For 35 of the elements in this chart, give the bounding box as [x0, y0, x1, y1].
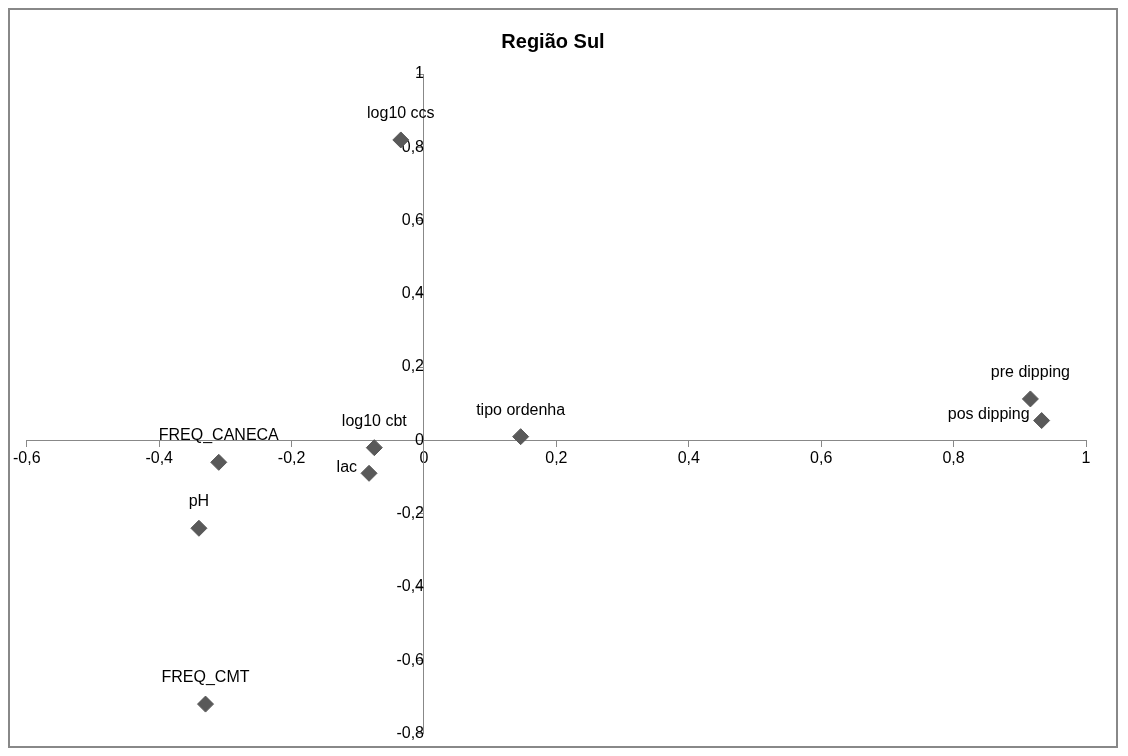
series-label: lac [336, 457, 358, 475]
point [190, 519, 208, 537]
y-tick-label: -0,4 [396, 577, 425, 595]
y-tick-label: 1 [415, 64, 425, 82]
point [360, 464, 378, 482]
y-tick-label: 0,4 [401, 284, 425, 302]
series-label: tipo ordenha [476, 400, 566, 418]
point [365, 439, 383, 457]
point [210, 453, 228, 471]
y-tick-label: -0,6 [396, 650, 425, 668]
point [1033, 412, 1051, 430]
series-label: pos dipping [947, 404, 1030, 422]
y-tick-label: 0 [415, 430, 425, 448]
series-label: pH [188, 492, 210, 510]
series-label: FREQ_CANECA [158, 426, 280, 445]
x-tick-label: 1 [1081, 449, 1091, 467]
x-tick-label: -0,2 [277, 449, 306, 467]
y-tick-label: -0,8 [396, 723, 425, 741]
y-tick-label: 0,2 [401, 357, 425, 375]
x-tick-label: 0,2 [545, 449, 568, 467]
series-label: FREQ_CMT [161, 668, 250, 687]
series-label: pre dipping [990, 362, 1070, 380]
point [197, 695, 215, 713]
series-label: log10 cbt [341, 411, 408, 429]
point [1021, 390, 1039, 408]
series-label: log10 ccs [367, 103, 435, 121]
y-tick-label: 0,6 [401, 210, 425, 228]
chart-title: Região Sul [501, 29, 605, 52]
y-tick-label: -0,2 [396, 504, 425, 522]
point [512, 428, 530, 446]
x-tick-label: -0,4 [145, 449, 174, 467]
x-tick-label: 0,8 [942, 449, 965, 467]
x-tick-label: 0,4 [677, 449, 701, 467]
x-tick-label: 0,6 [810, 449, 833, 467]
x-tick-label: -0,6 [13, 449, 41, 467]
